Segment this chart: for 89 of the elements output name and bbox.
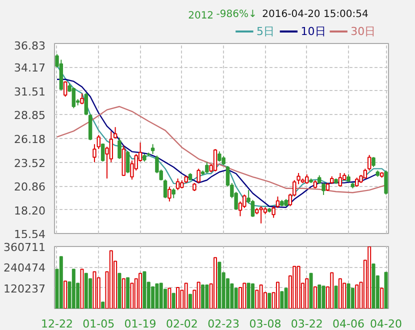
candlestick xyxy=(172,188,176,199)
candlestick xyxy=(63,80,68,98)
candlestick xyxy=(205,162,209,174)
candlestick xyxy=(196,168,200,184)
candlestick xyxy=(276,196,280,208)
candlestick xyxy=(96,134,100,150)
candlestick xyxy=(272,206,276,218)
y-tick-label: 15.54 xyxy=(14,228,46,241)
legend-label: 30日 xyxy=(350,25,376,38)
candlestick xyxy=(367,154,372,171)
candlestick xyxy=(92,144,96,163)
x-tick-label: 02-02 xyxy=(166,318,198,330)
candlestick xyxy=(109,130,113,163)
bar xyxy=(84,272,88,308)
text: -986%↓ xyxy=(216,9,257,20)
y-tick-label: 18.20 xyxy=(14,204,46,218)
y-tick-label: 26.18 xyxy=(14,133,46,146)
bar xyxy=(350,288,354,308)
candlestick xyxy=(88,114,92,141)
candlestick xyxy=(305,174,309,184)
candlestick xyxy=(118,137,122,160)
candlestick xyxy=(218,150,222,162)
candlestick xyxy=(242,194,246,208)
x-tick-label: 03-08 xyxy=(249,318,282,330)
candlestick xyxy=(84,92,88,116)
candlestick xyxy=(168,186,172,202)
bar xyxy=(318,284,322,308)
candlestick xyxy=(259,206,263,224)
y-tick-label: 120237 xyxy=(4,282,46,296)
legend-label: 5日 xyxy=(256,25,275,38)
y-tick-label: 36.83 xyxy=(14,40,46,52)
y-tick-label: 31.51 xyxy=(14,85,46,98)
candlestick xyxy=(338,172,342,188)
text: 2012 xyxy=(188,10,214,22)
x-tick-label: 12-22 xyxy=(41,318,73,330)
bar xyxy=(234,288,238,308)
x-tick-label: 04-20 xyxy=(370,318,402,330)
bar xyxy=(126,277,130,308)
bar xyxy=(346,283,350,308)
bar xyxy=(59,256,63,308)
y-tick-label: 360711 xyxy=(4,241,46,254)
bar xyxy=(384,272,388,308)
bar xyxy=(250,283,254,308)
bar xyxy=(72,268,76,308)
candlestick xyxy=(176,178,180,191)
bar xyxy=(218,262,222,308)
candlestick xyxy=(322,182,326,196)
y-tick-label: 34.17 xyxy=(14,62,46,75)
y-tick-label: 23.52 xyxy=(14,156,46,170)
bar xyxy=(334,286,338,308)
x-tick-label: 02-23 xyxy=(208,318,240,330)
y-tick-label: 20.86 xyxy=(14,180,46,194)
candlestick xyxy=(113,126,118,139)
bar xyxy=(172,292,176,308)
line-series xyxy=(56,106,387,194)
candlestick xyxy=(163,178,168,199)
candlestick xyxy=(372,156,376,168)
bar xyxy=(188,294,192,308)
candlestick xyxy=(250,199,255,218)
candlestick xyxy=(126,150,130,174)
bar xyxy=(101,302,105,308)
candlestick xyxy=(80,92,84,105)
bar xyxy=(280,291,284,308)
candlestick xyxy=(150,144,155,154)
bar xyxy=(201,284,205,308)
bar xyxy=(142,271,146,308)
legend-label: 10日 xyxy=(300,25,326,38)
bar xyxy=(118,272,122,308)
x-tick-label: 03-22 xyxy=(290,318,323,330)
candlestick xyxy=(296,172,300,185)
chart-title: 2016-04-20 15:00:54 xyxy=(262,9,368,20)
bar xyxy=(155,283,159,308)
bar xyxy=(246,282,250,308)
bar xyxy=(309,272,313,308)
bar xyxy=(284,288,288,308)
bar xyxy=(159,282,163,308)
bar xyxy=(322,286,326,308)
candlestick xyxy=(100,143,105,162)
y-tick-label: 240474 xyxy=(4,262,46,275)
x-tick-label: 01-19 xyxy=(124,318,156,330)
x-tick-label: 01-05 xyxy=(82,318,115,330)
candlestick xyxy=(384,170,388,196)
x-tick-label: 04-06 xyxy=(332,318,365,330)
bar xyxy=(372,263,376,308)
candlestick xyxy=(213,148,218,172)
candlestick xyxy=(72,86,76,109)
bar xyxy=(205,284,209,308)
bar xyxy=(268,292,272,308)
y-tick-label: 28.85 xyxy=(14,109,46,122)
